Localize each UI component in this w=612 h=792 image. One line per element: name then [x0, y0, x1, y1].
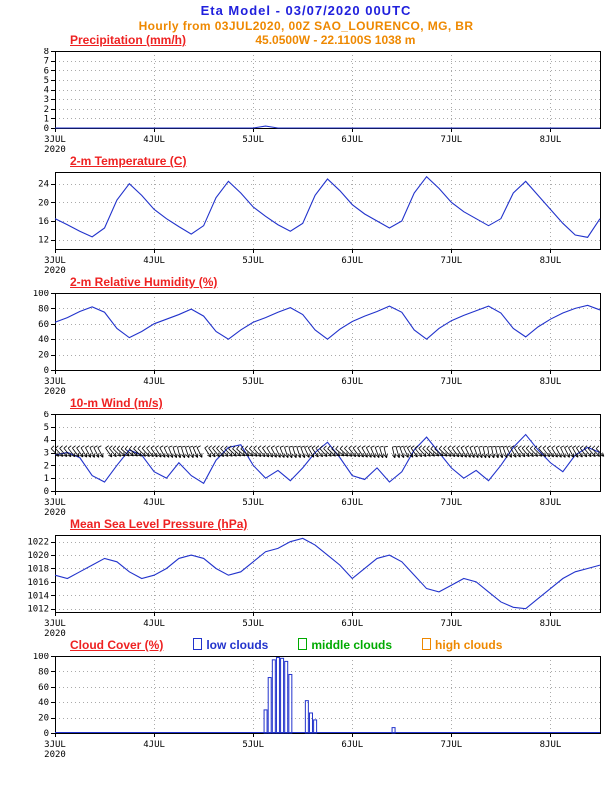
legend-middle-clouds: middle clouds: [298, 638, 392, 652]
page-subtitle: Hourly from 03JUL2020, 00Z SAO_LOURENCO,…: [138, 19, 474, 33]
high-clouds-label: high clouds: [435, 638, 503, 652]
panel-title-humidity: 2-m Relative Humidity (%): [70, 275, 218, 289]
station-location: 45.0500W - 22.1100S 1038 m: [255, 33, 416, 47]
cloud-cover-plot: [0, 653, 612, 759]
middle-clouds-swatch-icon: [298, 638, 308, 650]
panel-cloud-cover: Cloud Cover (%) low clouds middle clouds hi…: [0, 638, 612, 759]
legend-low-clouds: low clouds: [193, 638, 268, 652]
precipitation-plot: [0, 48, 612, 154]
humidity-plot: [0, 290, 612, 396]
panel-wind: 10-m Wind (m/s): [0, 396, 612, 517]
panel-title-wind: 10-m Wind (m/s): [70, 396, 163, 410]
page-title: Eta Model - 03/07/2020 00UTC: [200, 3, 412, 18]
temperature-plot: [0, 169, 612, 275]
wind-plot: [0, 411, 612, 517]
panel-precipitation: Precipitation (mm/h) 45.0500W - 22.1100S…: [0, 33, 612, 154]
panel-humidity: 2-m Relative Humidity (%): [0, 275, 612, 396]
pressure-plot: [0, 532, 612, 638]
panel-title-precipitation: Precipitation (mm/h): [70, 33, 187, 47]
panel-title-pressure: Mean Sea Level Pressure (hPa): [70, 517, 248, 531]
low-clouds-swatch-icon: [193, 638, 203, 650]
panel-temperature: 2-m Temperature (C): [0, 154, 612, 275]
high-clouds-swatch-icon: [422, 638, 432, 650]
low-clouds-label: low clouds: [206, 638, 269, 652]
panel-title-cloud-cover: Cloud Cover (%): [70, 638, 164, 652]
panel-pressure: Mean Sea Level Pressure (hPa): [0, 517, 612, 638]
legend-high-clouds: high clouds: [422, 638, 502, 652]
middle-clouds-label: middle clouds: [311, 638, 393, 652]
panel-title-temperature: 2-m Temperature (C): [70, 154, 187, 168]
